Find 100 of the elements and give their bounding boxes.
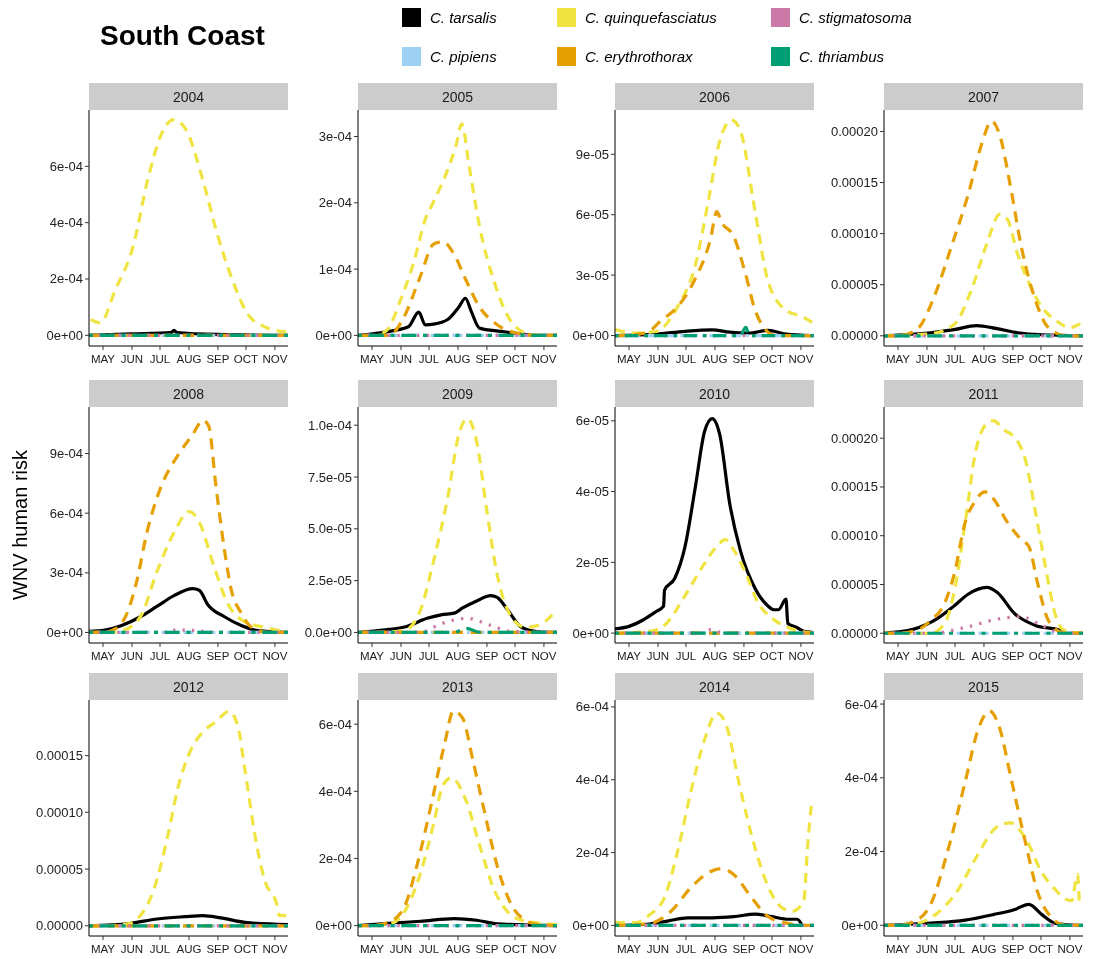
y-tick-label: 1e-04 [318,261,352,277]
x-tick-label: OCT [1028,353,1054,365]
legend-label: C. thriambus [799,48,885,65]
legend-label: C. quinquefasciatus [585,9,718,26]
y-tick-label: 1.0e-04 [307,417,352,433]
y-tick-label: 0e+00 [572,328,609,344]
y-tick-label: 4e-04 [575,772,609,788]
x-tick-label: JUL [149,943,171,955]
x-tick-label: MAY [885,650,911,662]
x-tick-label: OCT [502,353,528,365]
x-tick-label: NOV [788,943,814,955]
chart-subtitle: 2010 [698,385,731,402]
y-tick-label: 9e-04 [49,446,83,462]
y-tick-label: 0.00005 [831,277,878,293]
y-tick-label: 0.00015 [36,748,83,764]
x-tick-label: JUN [120,353,144,365]
y-tick-label: 0e+00 [841,917,878,933]
chart-title: South Coast [100,20,265,51]
chart-subtitle: 2008 [172,385,205,402]
x-tick-label: OCT [233,943,259,955]
y-tick-label: 0e+00 [572,625,609,641]
y-tick-label: 2.5e-05 [307,573,352,589]
y-tick-label: 4e-04 [49,215,83,231]
x-tick-label: MAY [885,353,911,365]
x-tick-label: JUL [418,650,440,662]
y-tick-label: 6e-04 [49,505,83,521]
chart-subtitle: 2007 [967,88,1000,105]
x-tick-label: JUN [915,650,939,662]
y-tick-label: 2e-04 [49,271,83,287]
chart-subtitle: 2012 [172,678,205,695]
x-tick-label: JUL [944,943,966,955]
y-tick-label: 2e-04 [575,845,609,861]
y-tick-label: 0e+00 [572,917,609,933]
x-tick-label: NOV [531,353,557,365]
x-tick-label: JUN [915,943,939,955]
y-tick-label: 0.00020 [831,430,878,446]
x-tick-label: AUG [176,943,202,955]
x-tick-label: JUL [418,943,440,955]
x-tick-label: AUG [971,650,997,662]
y-tick-label: 4e-05 [575,484,609,500]
y-tick-label: 0.00015 [831,479,878,495]
x-tick-label: MAY [616,353,642,365]
chart-subtitle: 2015 [967,678,1000,695]
x-tick-label: SEP [206,650,230,662]
x-tick-label: JUN [389,353,413,365]
x-tick-label: OCT [233,353,259,365]
x-tick-label: SEP [732,650,756,662]
y-tick-label: 2e-04 [844,844,878,860]
chart-subtitle: 2011 [968,385,999,402]
x-tick-label: OCT [233,650,259,662]
y-tick-label: 0.00000 [831,328,878,344]
y-tick-label: 7.5e-05 [307,469,352,485]
x-tick-label: MAY [359,353,385,365]
x-tick-label: MAY [90,353,116,365]
legend-label: C. erythrothorax [585,48,694,65]
chart-subtitle: 2013 [441,678,474,695]
y-tick-label: 0.00010 [36,804,83,820]
y-tick-label: 0.00010 [831,226,878,242]
x-tick-label: JUL [149,650,171,662]
x-tick-label: NOV [788,650,814,662]
y-tick-label: 0e+00 [315,327,352,343]
x-tick-label: SEP [475,650,499,662]
x-tick-label: SEP [206,943,230,955]
x-tick-label: NOV [531,943,557,955]
x-tick-label: MAY [616,650,642,662]
x-tick-label: OCT [502,650,528,662]
x-tick-label: SEP [732,943,756,955]
line-series [89,118,288,334]
x-tick-label: OCT [759,943,785,955]
y-tick-label: 4e-04 [318,783,352,799]
y-tick-label: 6e-05 [575,413,609,429]
legend-label: C. tarsalis [430,9,498,26]
x-tick-label: NOV [262,353,288,365]
x-tick-label: NOV [1057,650,1083,662]
y-tick-label: 0.00010 [831,528,878,544]
x-tick-label: SEP [732,353,756,365]
y-tick-label: 2e-05 [575,554,609,570]
y-tick-label: 0.00005 [36,861,83,877]
chart-subtitle: 2005 [441,88,474,105]
x-tick-label: NOV [1057,353,1083,365]
x-tick-label: OCT [502,943,528,955]
x-tick-label: NOV [788,353,814,365]
y-tick-label: 6e-04 [318,716,352,732]
x-tick-label: NOV [262,943,288,955]
x-tick-label: NOV [531,650,557,662]
x-tick-label: SEP [1001,943,1025,955]
y-tick-label: 0.00000 [36,918,83,934]
y-tick-label: 3e-04 [49,565,83,581]
x-tick-label: AUG [445,650,471,662]
x-tick-label: MAY [90,650,116,662]
y-tick-label: 6e-04 [49,158,83,174]
x-tick-label: SEP [475,353,499,365]
y-tick-label: 0e+00 [46,327,83,343]
x-tick-label: MAY [885,943,911,955]
x-tick-label: MAY [359,650,385,662]
x-tick-label: JUN [646,353,670,365]
y-tick-label: 9e-05 [575,146,609,162]
line-series [613,118,814,335]
x-tick-label: MAY [359,943,385,955]
y-tick-label: 0.00020 [831,123,878,139]
